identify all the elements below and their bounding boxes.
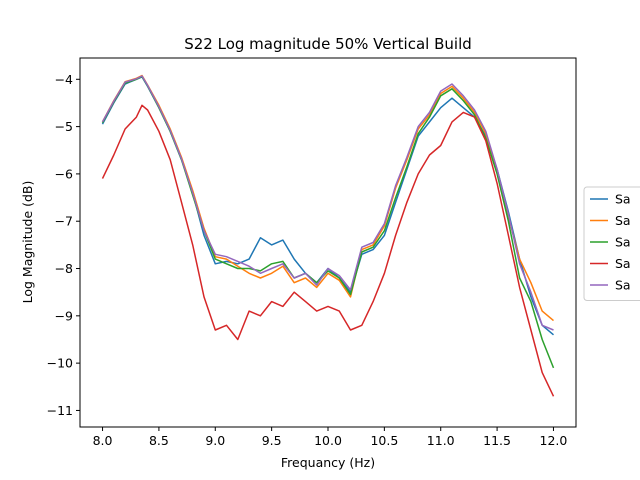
axis-ticks: 8.0 8.5 9.0 9.5 10.0 10.5 11.0 11.5 12.0 −11 −10 −9…	[47, 72, 568, 448]
series-line-4	[101, 104, 555, 397]
y-tick-label: −7	[55, 214, 73, 229]
legend-box	[583, 186, 640, 301]
x-axis-label: Frequancy (Hz)	[281, 455, 375, 470]
legend-label: Sa	[615, 213, 631, 228]
x-tick-label: 9.0	[205, 433, 225, 448]
x-tick-label: 10.0	[314, 433, 342, 448]
x-tick-label: 12.0	[540, 433, 568, 448]
x-tick-label: 11.0	[427, 433, 455, 448]
legend-label: Sa	[615, 192, 631, 207]
y-axis-label: Log Magnitude (dB)	[20, 181, 35, 304]
x-tick-label: 11.5	[483, 433, 511, 448]
legend-label: Sa	[615, 256, 631, 271]
series-line-5	[101, 75, 554, 331]
x-tick-label: 10.5	[370, 433, 398, 448]
x-tick-label: 8.0	[93, 433, 113, 448]
series-lines	[101, 74, 555, 397]
x-tick-label: 9.5	[262, 433, 282, 448]
chart-title: S22 Log magnitude 50% Vertical Build	[184, 35, 472, 53]
y-tick-label: −6	[55, 166, 73, 181]
y-tick-label: −11	[47, 403, 73, 418]
y-tick-label: −8	[55, 261, 73, 276]
x-tick-label: 8.5	[149, 433, 169, 448]
legend-label: Sa	[615, 278, 631, 293]
y-tick-label: −9	[55, 308, 73, 323]
legend: Sa Sa Sa Sa Sa	[583, 186, 640, 301]
legend-label: Sa	[615, 235, 631, 250]
y-tick-label: −5	[55, 119, 73, 134]
y-tick-label: −10	[47, 356, 73, 371]
y-tick-label: −4	[55, 72, 73, 87]
